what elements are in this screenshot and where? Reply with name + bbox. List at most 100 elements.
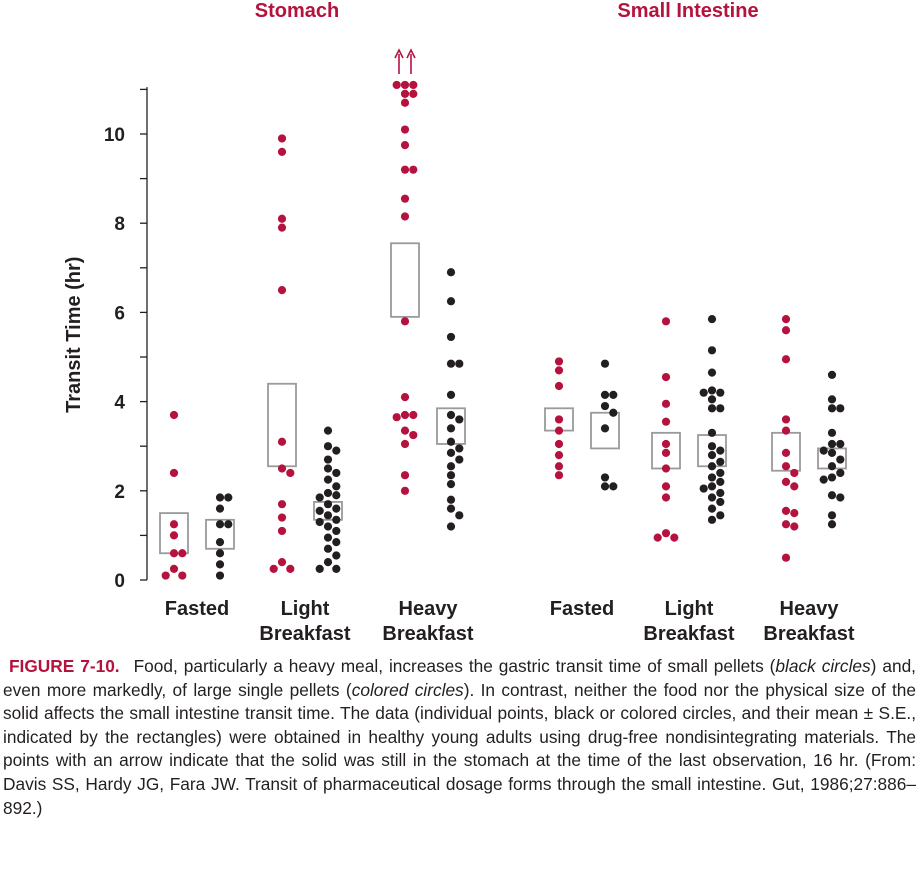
data-point-large-pellet [554, 426, 564, 435]
data-point-large-pellet [670, 533, 679, 542]
data-point-large-pellet [400, 317, 410, 326]
data-point-small-pellet [323, 488, 333, 498]
data-point-large-pellet [400, 212, 410, 221]
data-point-small-pellet [323, 455, 333, 464]
data-point-large-pellet [400, 439, 410, 449]
data-point-large-pellet [277, 147, 287, 156]
data-point-large-pellet [400, 141, 410, 150]
data-point-small-pellet [716, 388, 725, 397]
category-label: Fasted [165, 598, 229, 620]
data-point-small-pellet [332, 515, 341, 524]
data-point-small-pellet [332, 551, 341, 560]
category-label: Heavy [780, 598, 840, 620]
data-point-small-pellet [323, 522, 333, 531]
data-point-small-pellet [323, 442, 333, 451]
data-point-small-pellet [455, 511, 464, 520]
data-point-large-pellet [781, 506, 791, 515]
data-point-small-pellet [446, 437, 456, 446]
data-point-small-pellet [332, 468, 341, 478]
data-point-small-pellet [707, 314, 717, 324]
data-point-large-pellet [277, 558, 287, 567]
figure-label: FIGURE 7-10. [9, 656, 120, 676]
data-point-small-pellet [707, 515, 717, 524]
mean-se-box-small [205, 518, 235, 550]
still-in-stomach-arrowhead [394, 48, 404, 59]
data-point-small-pellet [446, 471, 456, 480]
data-point-small-pellet [827, 462, 837, 471]
data-point-large-pellet [554, 471, 564, 480]
data-point-small-pellet [827, 473, 837, 482]
data-point-large-pellet [392, 413, 401, 422]
data-point-small-pellet [827, 439, 837, 449]
data-point-large-pellet [661, 493, 671, 502]
y-tick-label: 0 [114, 571, 125, 592]
y-tick-label: 4 [114, 393, 125, 414]
data-point-large-pellet [277, 526, 287, 536]
data-point-large-pellet [661, 417, 671, 426]
y-tick-label: 8 [114, 214, 125, 235]
data-point-large-pellet [277, 223, 287, 232]
data-point-large-pellet [661, 372, 671, 382]
data-point-large-pellet [169, 531, 179, 540]
still-in-stomach-arrowhead [406, 48, 416, 59]
data-point-small-pellet [446, 332, 456, 342]
data-point-small-pellet [707, 386, 717, 395]
data-point-large-pellet [790, 522, 799, 531]
data-point-large-pellet [781, 355, 791, 364]
data-point-small-pellet [707, 462, 717, 471]
category-label: Breakfast [643, 623, 735, 645]
data-point-small-pellet [446, 424, 456, 433]
data-point-small-pellet [332, 537, 341, 547]
data-point-large-pellet [400, 98, 410, 107]
data-point-large-pellet [409, 430, 418, 440]
data-point-small-pellet [332, 504, 341, 513]
data-point-small-pellet [827, 404, 837, 413]
data-point-large-pellet [409, 165, 418, 174]
data-point-small-pellet [446, 448, 456, 457]
figure-caption: FIGURE 7-10. Food, particularly a heavy m… [3, 655, 916, 820]
y-tick-label: 10 [104, 125, 125, 146]
data-point-large-pellet [269, 564, 278, 573]
data-point-small-pellet [323, 558, 333, 567]
data-point-small-pellet [600, 482, 610, 491]
data-point-small-pellet [819, 475, 828, 484]
data-point-small-pellet [323, 464, 333, 473]
data-point-small-pellet [323, 533, 333, 542]
data-point-large-pellet [781, 415, 791, 424]
data-point-small-pellet [836, 468, 845, 478]
data-point-small-pellet [215, 504, 225, 513]
data-point-small-pellet [446, 390, 456, 400]
data-point-large-pellet [554, 381, 564, 391]
data-point-small-pellet [446, 268, 456, 277]
category-label: Breakfast [763, 623, 855, 645]
data-point-large-pellet [169, 410, 179, 420]
data-point-small-pellet [323, 511, 333, 520]
data-point-small-pellet [707, 473, 717, 482]
data-point-small-pellet [332, 482, 341, 491]
data-point-small-pellet [827, 370, 837, 379]
data-point-large-pellet [661, 529, 671, 538]
category-label: Breakfast [382, 623, 474, 645]
data-point-large-pellet [661, 464, 671, 473]
data-point-large-pellet [400, 410, 410, 420]
data-point-large-pellet [277, 437, 287, 446]
data-point-small-pellet [716, 477, 725, 486]
data-point-small-pellet [315, 517, 324, 527]
data-point-large-pellet [169, 520, 179, 529]
data-point-large-pellet [781, 462, 791, 471]
data-point-small-pellet [315, 506, 324, 515]
data-point-large-pellet [286, 468, 295, 478]
data-point-large-pellet [400, 393, 410, 402]
data-point-small-pellet [716, 497, 725, 507]
data-point-small-pellet [707, 428, 717, 437]
data-point-small-pellet [699, 484, 708, 493]
data-point-small-pellet [323, 475, 333, 484]
data-point-large-pellet [554, 366, 564, 375]
data-point-small-pellet [707, 451, 717, 460]
data-point-large-pellet [400, 80, 410, 90]
data-point-small-pellet [836, 455, 845, 464]
data-point-small-pellet [699, 388, 708, 397]
panel-title: Stomach [255, 0, 339, 22]
data-point-small-pellet [600, 401, 610, 411]
data-point-large-pellet [409, 89, 418, 98]
